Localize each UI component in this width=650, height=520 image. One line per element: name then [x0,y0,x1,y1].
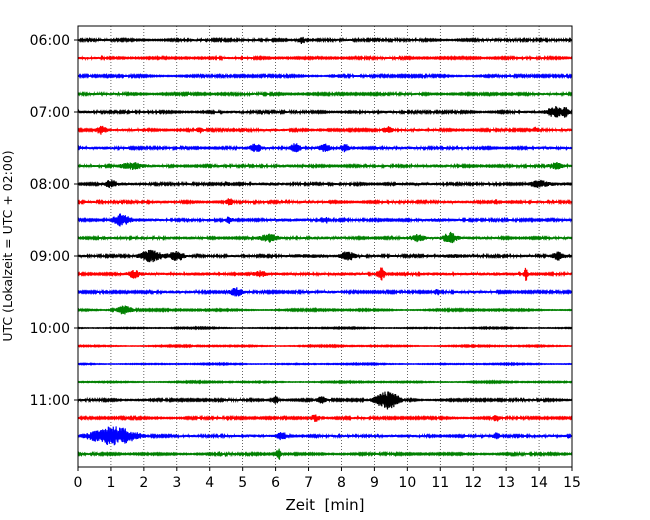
trace-0800 [77,179,573,188]
trace-0945 [77,305,573,315]
trace-1030 [77,361,573,367]
trace-1000 [77,325,573,331]
y-axis-label: UTC (Lokalzeit = UTC + 02:00) [0,150,15,341]
x-tick-label: 15 [563,475,581,491]
trace-0645 [77,90,573,98]
x-tick-label: 9 [370,475,379,491]
trace-0845 [77,231,573,244]
trace-0615 [77,54,573,62]
x-axis-ticks: 0 1 2 3 4 5 6 7 8 9 10 11 12 13 14 15 [74,467,581,491]
x-tick-label: 5 [238,475,247,491]
x-tick-label: 0 [74,475,83,491]
x-tick-label: 13 [497,475,515,491]
y-tick-label: 08:00 [30,177,70,193]
trace-0745 [77,162,573,170]
trace-0700 [77,106,573,118]
trace-0730 [77,143,573,153]
trace-1045 [77,379,573,385]
trace-0600 [77,36,573,45]
x-tick-label: 12 [464,475,482,491]
trace-0915 [77,267,573,281]
trace-1145 [77,448,573,460]
trace-0900 [77,249,573,263]
seismic-traces [77,36,573,460]
y-axis-ticks: 06:00 07:00 08:00 09:00 10:00 11:00 [30,33,78,409]
x-tick-label: 11 [431,475,449,491]
trace-1015 [77,343,573,349]
trace-0830 [77,213,573,227]
plot-frame [77,25,573,468]
x-tick-label: 1 [106,475,115,491]
y-tick-label: 10:00 [30,321,70,337]
x-tick-label: 7 [304,475,313,491]
x-tick-label: 2 [139,475,148,491]
x-tick-label: 10 [398,475,416,491]
trace-1115 [77,414,573,422]
y-tick-label: 07:00 [30,105,70,121]
y-tick-label: 06:00 [30,33,70,49]
trace-1130 [77,426,573,446]
x-axis-label: Zeit [min] [285,496,364,514]
x-tick-label: 14 [530,475,548,491]
trace-0715 [77,125,573,135]
y-tick-label: 11:00 [30,393,70,409]
x-tick-label: 4 [205,475,214,491]
x-tick-label: 6 [271,475,280,491]
x-tick-label: 3 [172,475,181,491]
x-tick-label: 8 [337,475,346,491]
y-tick-label: 09:00 [30,249,70,265]
trace-0815 [77,198,573,206]
trace-1100 [77,391,573,410]
trace-0930 [77,287,573,297]
trace-0630 [77,72,573,80]
